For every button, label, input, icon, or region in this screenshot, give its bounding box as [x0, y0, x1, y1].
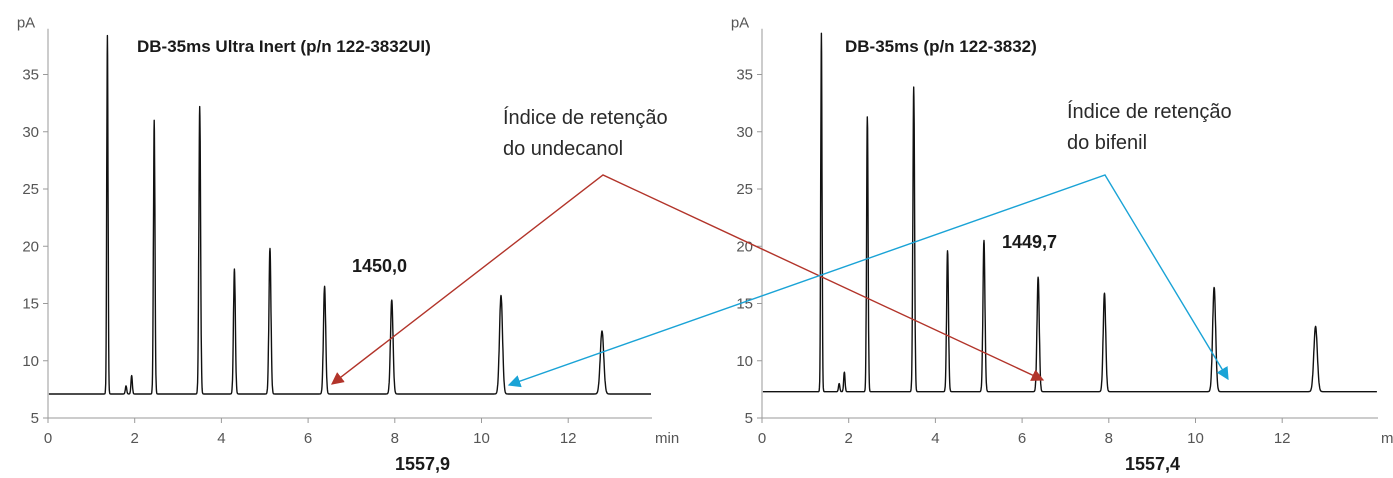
left-x-tick-label: 4 [217, 430, 225, 447]
right-x-tick-label: 8 [1105, 430, 1113, 447]
left-x-tick-label: 12 [560, 430, 577, 447]
undecanol-annotation-line1: Índice de retenção [503, 106, 668, 129]
chromatogram-left: 5 10 15 20 25 30 35 0 2 4 6 8 10 12 pA min DB-35ms Ultra… [17, 15, 679, 474]
left-x-tick-label: 0 [44, 430, 52, 447]
right-x-tick-label: 4 [931, 430, 939, 447]
left-chromatogram-trace [48, 34, 652, 395]
right-retention-index-label-2: 1557,4 [1125, 454, 1180, 474]
right-x-tick-label: 0 [758, 430, 766, 447]
right-y-tick-label: 15 [736, 296, 753, 313]
left-x-tick-label: 2 [131, 430, 139, 447]
right-y-tick-label: 35 [736, 67, 753, 84]
right-x-unit-label: min [1381, 430, 1393, 447]
left-x-tick-label: 8 [391, 430, 399, 447]
right-retention-index-label-1: 1449,7 [1002, 232, 1057, 252]
left-y-tick-label: 20 [22, 238, 39, 255]
right-y-unit-label: pA [731, 15, 749, 32]
left-x-tick-label: 10 [473, 430, 490, 447]
left-y-tick-label: 25 [22, 181, 39, 198]
left-y-tick-label: 35 [22, 67, 39, 84]
undecanol-annotation-line2: do undecanol [503, 138, 623, 160]
right-x-tick-label: 2 [845, 430, 853, 447]
left-y-unit-label: pA [17, 15, 35, 32]
annotation-layer: Índice de retenção do undecanol Índice d… [331, 100, 1232, 388]
right-x-tick-label: 10 [1187, 430, 1204, 447]
right-y-tick-label: 30 [736, 124, 753, 141]
right-y-tick-label: 25 [736, 181, 753, 198]
bifenil-annotation-line2: do bifenil [1067, 132, 1147, 154]
left-retention-index-label-2: 1557,9 [395, 454, 450, 474]
bifenil-annotation-line1: Índice de retenção [1067, 100, 1232, 123]
left-y-tick-label: 30 [22, 124, 39, 141]
left-y-tick-label: 5 [31, 410, 39, 427]
undecanol-arrow [331, 174, 1045, 385]
left-retention-index-label-1: 1450,0 [352, 256, 407, 276]
left-x-unit-label: min [655, 430, 679, 447]
right-chart-title: DB-35ms (p/n 122-3832) [845, 37, 1037, 56]
bifenil-arrow [507, 174, 1229, 388]
right-x-tick-label: 6 [1018, 430, 1026, 447]
right-x-tick-label: 12 [1274, 430, 1291, 447]
left-chart-title: DB-35ms Ultra Inert (p/n 122-3832UI) [137, 37, 431, 56]
right-y-tick-label: 10 [736, 353, 753, 370]
right-chromatogram-trace [762, 32, 1378, 393]
right-y-tick-label: 5 [745, 410, 753, 427]
left-y-tick-label: 15 [22, 296, 39, 313]
left-x-tick-label: 6 [304, 430, 312, 447]
left-y-tick-label: 10 [22, 353, 39, 370]
